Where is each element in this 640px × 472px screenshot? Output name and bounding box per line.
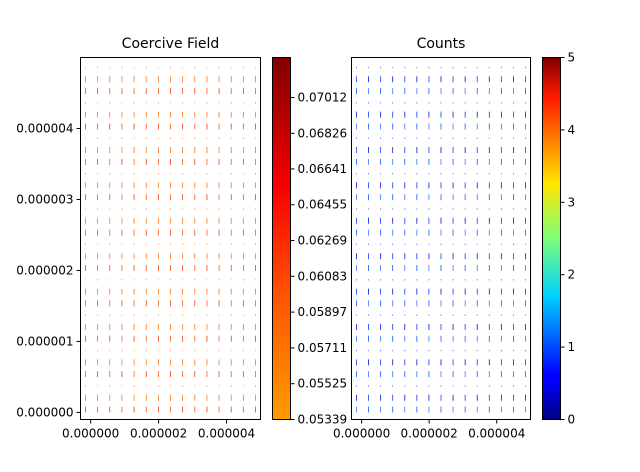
y-axis: 0.000000 0.000001 0.000002 0.000003 0.000004 (16, 121, 81, 419)
y-tick-label: 0.000000 (16, 405, 73, 419)
x-tick-label: 0.000004 (468, 427, 525, 441)
colorbar-tick-label: 0.06641 (298, 162, 348, 176)
colorbar-tick-label: 0.05525 (298, 377, 348, 391)
colorbar-tick-label: 2 (568, 268, 576, 282)
x-tick-label: 0.000000 (333, 427, 390, 441)
x-tick-label: 0.000004 (198, 427, 255, 441)
colorbar-tick-label: 0.05339 (298, 413, 348, 427)
colorbar-tick-label: 4 (568, 123, 576, 137)
colorbar-tick-label: 0.05711 (298, 341, 348, 355)
colorbar-tick-label: 0.06455 (298, 198, 348, 212)
x-tick-label: 0.000002 (401, 427, 458, 441)
colorbar-axis: 0 1 2 3 4 5 (560, 51, 576, 427)
plot-frame (351, 57, 531, 420)
colorbar-axis: 0.05339 0.05525 0.05711 0.05897 0.06083 0.062… (290, 91, 348, 427)
x-axis: 0.000000 0.000002 0.000004 (333, 419, 525, 441)
colorbar-tick-label: 1 (568, 340, 576, 354)
chart-counts: Counts 0.000000 0.000002 0.000004 0 1 2 3 4 5 (333, 36, 575, 441)
plot-frame (80, 57, 261, 420)
colorbar-tick-label: 0.07012 (298, 91, 348, 105)
colorbar-tick-label: 0.06269 (298, 234, 348, 248)
x-tick-label: 0.000000 (62, 427, 119, 441)
colorbar (542, 57, 561, 420)
colorbar-tick-label: 0.06826 (298, 126, 348, 140)
colorbar-tick-label: 0 (568, 413, 576, 427)
chart-title: Coercive Field (122, 36, 220, 52)
colorbar-tick-label: 3 (568, 195, 576, 209)
colorbar-tick-label: 0.05897 (298, 305, 348, 319)
y-tick-label: 0.000003 (16, 192, 73, 206)
glyph-layer (356, 66, 526, 413)
colorbar (272, 57, 291, 420)
colorbar-tick-label: 5 (568, 51, 576, 65)
y-tick-label: 0.000001 (16, 334, 73, 348)
x-tick-label: 0.000002 (130, 427, 187, 441)
colorbar-tick-label: 0.06083 (298, 269, 348, 283)
chart-coercive-field: Coercive Field 0.000000 0.000002 0.000004 … (16, 36, 347, 441)
y-tick-label: 0.000004 (16, 121, 73, 135)
x-axis: 0.000000 0.000002 0.000004 (62, 419, 255, 441)
y-tick-label: 0.000002 (16, 263, 73, 277)
glyph-layer (85, 66, 256, 413)
chart-title: Counts (417, 36, 466, 52)
